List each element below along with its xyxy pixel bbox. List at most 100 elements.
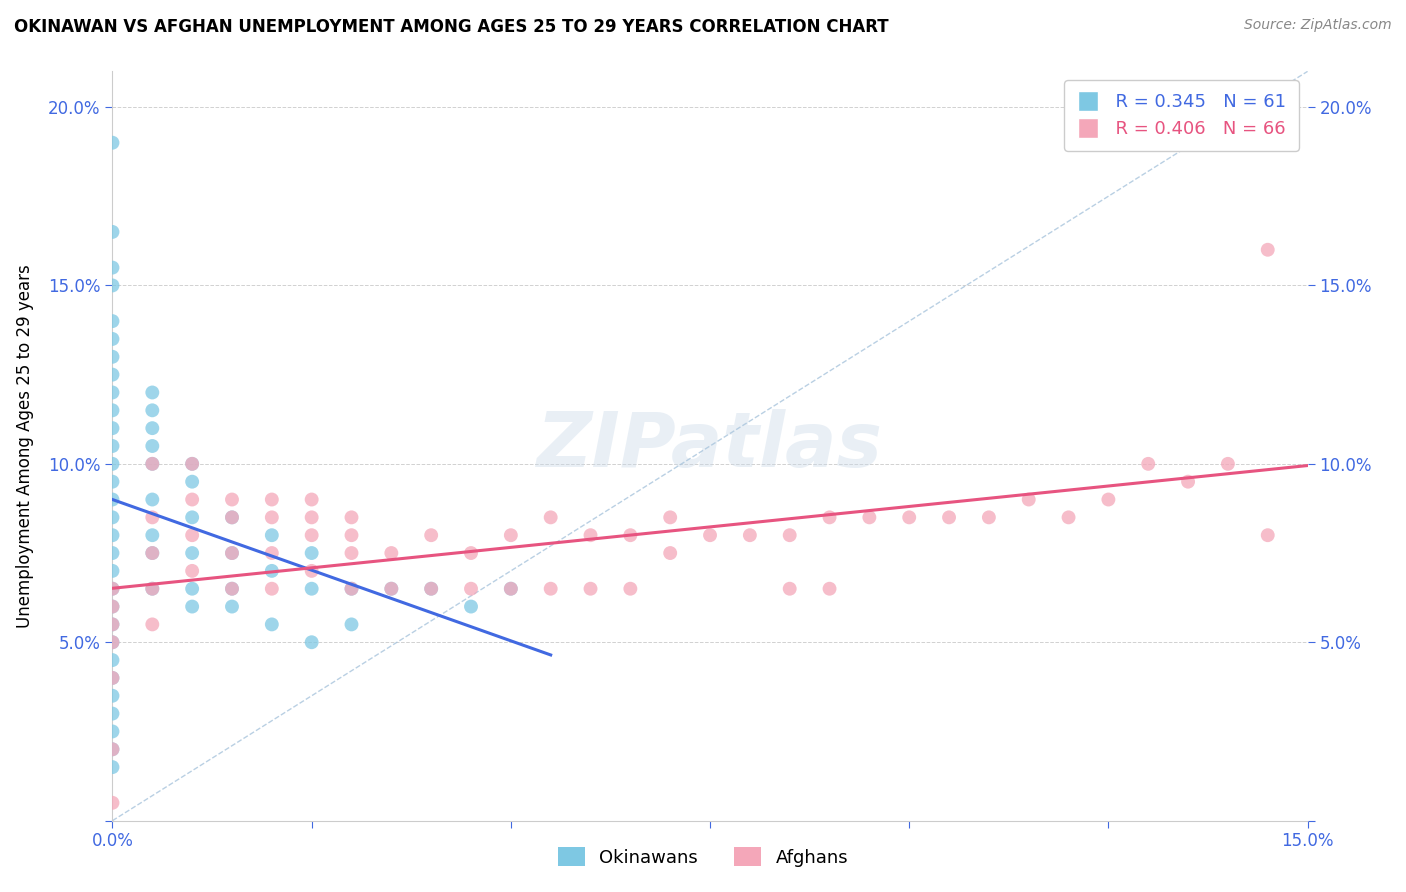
Point: [141, 546, 163, 560]
Point: [101, 564, 124, 578]
Point: [101, 742, 124, 756]
Point: [101, 706, 124, 721]
Point: [499, 528, 522, 542]
Point: [301, 546, 323, 560]
Point: [101, 689, 124, 703]
Point: [101, 421, 124, 435]
Point: [420, 582, 443, 596]
Point: [101, 671, 124, 685]
Point: [101, 599, 124, 614]
Point: [340, 528, 363, 542]
Point: [181, 510, 204, 524]
Point: [181, 492, 204, 507]
Point: [977, 510, 1000, 524]
Point: [1257, 528, 1279, 542]
Point: [181, 457, 204, 471]
Point: [101, 439, 124, 453]
Y-axis label: Unemployment Among Ages 25 to 29 years: Unemployment Among Ages 25 to 29 years: [17, 264, 34, 628]
Point: [340, 582, 363, 596]
Point: [101, 635, 124, 649]
Point: [101, 742, 124, 756]
Point: [818, 510, 841, 524]
Point: [460, 599, 482, 614]
Point: [101, 724, 124, 739]
Point: [101, 617, 124, 632]
Text: OKINAWAN VS AFGHAN UNEMPLOYMENT AMONG AGES 25 TO 29 YEARS CORRELATION CHART: OKINAWAN VS AFGHAN UNEMPLOYMENT AMONG AG…: [14, 18, 889, 36]
Point: [101, 582, 124, 596]
Point: [101, 492, 124, 507]
Point: [858, 510, 880, 524]
Point: [141, 421, 163, 435]
Point: [181, 582, 204, 596]
Point: [141, 528, 163, 542]
Point: [221, 492, 243, 507]
Point: [738, 528, 761, 542]
Point: [619, 582, 641, 596]
Point: [380, 546, 402, 560]
Point: [499, 582, 522, 596]
Point: [938, 510, 960, 524]
Point: [460, 546, 482, 560]
Point: [101, 635, 124, 649]
Point: [221, 599, 243, 614]
Point: [221, 582, 243, 596]
Point: [141, 457, 163, 471]
Point: [540, 582, 562, 596]
Point: [181, 528, 204, 542]
Point: [499, 582, 522, 596]
Point: [1097, 492, 1119, 507]
Point: [260, 617, 283, 632]
Point: [301, 510, 323, 524]
Point: [260, 546, 283, 560]
Point: [420, 528, 443, 542]
Legend:   R = 0.345   N = 61,   R = 0.406   N = 66: R = 0.345 N = 61, R = 0.406 N = 66: [1064, 80, 1299, 151]
Point: [340, 510, 363, 524]
Point: [380, 582, 402, 596]
Point: [460, 582, 482, 596]
Point: [101, 368, 124, 382]
Point: [101, 582, 124, 596]
Text: ZIPatlas: ZIPatlas: [537, 409, 883, 483]
Point: [699, 528, 721, 542]
Point: [221, 546, 243, 560]
Point: [340, 546, 363, 560]
Point: [301, 564, 323, 578]
Point: [101, 350, 124, 364]
Point: [101, 510, 124, 524]
Point: [340, 582, 363, 596]
Point: [1257, 243, 1279, 257]
Point: [301, 635, 323, 649]
Point: [101, 653, 124, 667]
Point: [141, 439, 163, 453]
Point: [1057, 510, 1080, 524]
Point: [1137, 457, 1160, 471]
Point: [181, 564, 204, 578]
Point: [141, 492, 163, 507]
Point: [141, 617, 163, 632]
Point: [221, 510, 243, 524]
Point: [141, 582, 163, 596]
Point: [301, 582, 323, 596]
Text: Source: ZipAtlas.com: Source: ZipAtlas.com: [1244, 18, 1392, 32]
Point: [420, 582, 443, 596]
Point: [818, 582, 841, 596]
Point: [181, 475, 204, 489]
Point: [141, 403, 163, 417]
Point: [101, 332, 124, 346]
Point: [301, 528, 323, 542]
Point: [141, 546, 163, 560]
Point: [579, 528, 602, 542]
Point: [101, 314, 124, 328]
Point: [619, 528, 641, 542]
Point: [340, 617, 363, 632]
Point: [659, 546, 682, 560]
Point: [260, 510, 283, 524]
Point: [260, 528, 283, 542]
Point: [1018, 492, 1040, 507]
Point: [301, 492, 323, 507]
Point: [101, 760, 124, 774]
Point: [260, 564, 283, 578]
Point: [260, 582, 283, 596]
Point: [101, 136, 124, 150]
Point: [101, 671, 124, 685]
